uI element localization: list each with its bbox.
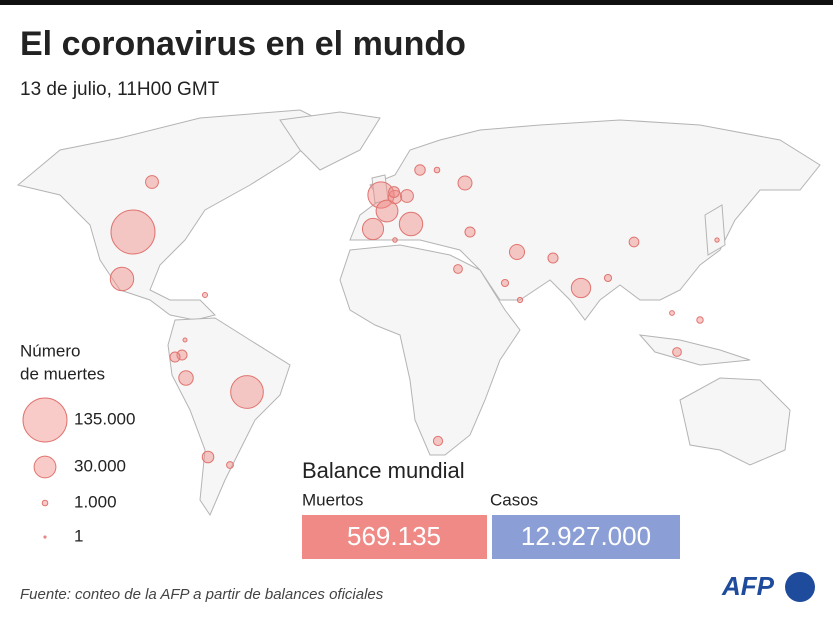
bubble xyxy=(182,337,188,343)
legend-bubble xyxy=(22,397,68,443)
legend-label: 30.000 xyxy=(74,456,126,475)
legend-bubble xyxy=(43,535,47,539)
legend: 135.000 30.000 1.000 1 xyxy=(22,397,135,545)
bubble xyxy=(516,296,524,304)
legend-title: de muertes xyxy=(20,364,105,383)
bubble xyxy=(453,264,463,274)
bubble xyxy=(628,236,640,248)
bubble xyxy=(226,461,234,469)
legend-label: 1 xyxy=(74,526,83,545)
bubble xyxy=(500,278,510,288)
deaths-value: 569.135 xyxy=(347,521,441,551)
bubble xyxy=(547,252,559,264)
legend-bubble xyxy=(33,455,57,479)
cases-label: Casos xyxy=(490,490,538,509)
bubble xyxy=(464,226,476,238)
bubble xyxy=(669,310,675,316)
legend-bubble xyxy=(41,499,49,507)
bubble xyxy=(508,243,526,261)
logo-text: AFP xyxy=(721,571,775,601)
bubble xyxy=(714,237,720,243)
bubble xyxy=(398,211,424,237)
australia xyxy=(679,377,791,466)
bubble xyxy=(457,175,473,191)
title: El coronavirus en el mundo xyxy=(20,25,466,63)
bubble xyxy=(570,277,592,299)
deaths-label: Muertos xyxy=(302,490,363,509)
bubble xyxy=(603,273,613,283)
bubble xyxy=(375,199,399,223)
deaths-box xyxy=(302,515,487,559)
legend-title: Número xyxy=(20,341,80,360)
bubble xyxy=(400,189,414,203)
bubble xyxy=(367,181,395,209)
greenland xyxy=(279,111,381,171)
bubble xyxy=(388,186,400,198)
bubble xyxy=(230,375,264,409)
bubble xyxy=(361,217,385,241)
source: Fuente: conteo de la AFP a partir de bal… xyxy=(20,586,384,603)
world-map xyxy=(16,109,821,517)
cases-box xyxy=(492,515,680,559)
japan xyxy=(704,204,726,256)
subtitle: 13 de julio, 11H00 GMT xyxy=(20,79,220,100)
bubble xyxy=(176,349,188,361)
south-america xyxy=(167,317,291,517)
bubble xyxy=(433,166,441,174)
bubble xyxy=(178,370,194,386)
africa xyxy=(339,244,521,456)
bubble xyxy=(169,351,181,363)
north-america xyxy=(16,109,331,321)
bubble xyxy=(672,347,682,357)
logo-dot xyxy=(785,572,815,602)
bubble xyxy=(201,450,215,464)
bubble xyxy=(432,435,444,447)
bubble xyxy=(414,164,426,176)
europe-asia xyxy=(349,119,821,321)
map-bubbles xyxy=(109,164,720,469)
bubble xyxy=(696,316,704,324)
bubble xyxy=(145,175,159,189)
top-bar xyxy=(0,0,833,5)
bubble xyxy=(392,237,398,243)
balance-title: Balance mundial xyxy=(302,458,465,483)
bubble xyxy=(110,209,156,255)
bubble xyxy=(201,291,209,299)
legend-label: 135.000 xyxy=(74,409,135,428)
legend-label: 1.000 xyxy=(74,492,117,511)
bubble xyxy=(109,266,135,292)
cases-value: 12.927.000 xyxy=(521,521,651,551)
indonesia xyxy=(638,334,751,366)
